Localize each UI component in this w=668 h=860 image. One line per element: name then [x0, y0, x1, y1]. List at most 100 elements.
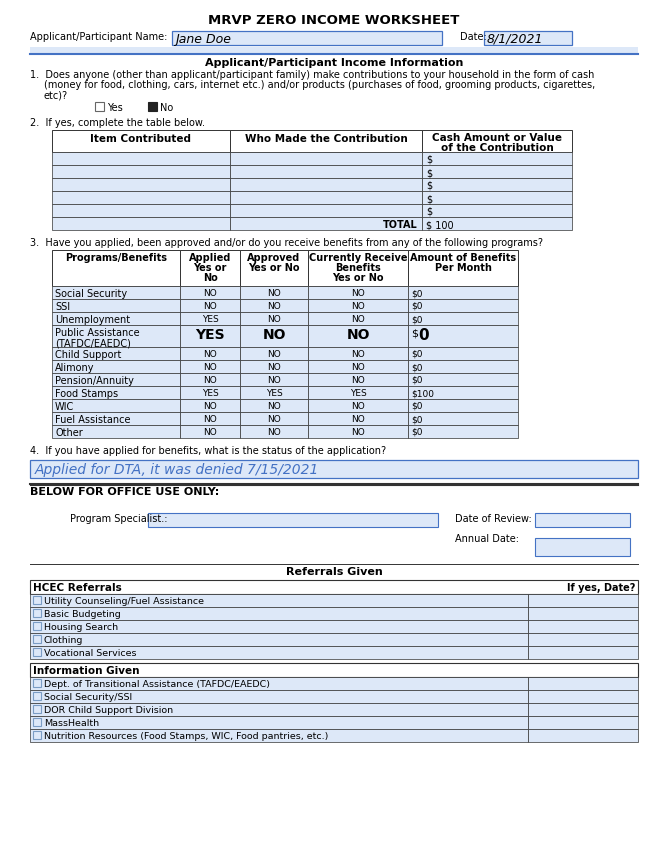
- Bar: [33, 648, 41, 656]
- Text: NO: NO: [203, 289, 217, 298]
- Bar: [535, 538, 630, 556]
- Text: Programs/Benefits: Programs/Benefits: [65, 253, 167, 263]
- Bar: [408, 250, 518, 286]
- Text: 3.  Have you applied, been approved and/or do you receive benefits from any of t: 3. Have you applied, been approved and/o…: [30, 238, 543, 248]
- Bar: [408, 399, 518, 412]
- Bar: [33, 609, 41, 617]
- Bar: [30, 690, 528, 703]
- Bar: [408, 325, 518, 347]
- Bar: [180, 299, 240, 312]
- Bar: [52, 360, 180, 373]
- Bar: [33, 731, 41, 739]
- Bar: [308, 360, 408, 373]
- Bar: [422, 204, 572, 217]
- Text: Vocational Services: Vocational Services: [44, 649, 136, 658]
- Text: NO: NO: [267, 402, 281, 411]
- Text: Date:: Date:: [460, 32, 487, 42]
- Text: Applicant/Participant Income Information: Applicant/Participant Income Information: [205, 58, 463, 68]
- Bar: [422, 191, 572, 204]
- Bar: [528, 620, 638, 633]
- Text: Who Made the Contribution: Who Made the Contribution: [244, 134, 407, 144]
- Text: $0: $0: [411, 363, 422, 372]
- Bar: [148, 513, 438, 527]
- Text: MRVP ZERO INCOME WORKSHEET: MRVP ZERO INCOME WORKSHEET: [208, 14, 460, 27]
- Text: Jane Doe: Jane Doe: [175, 33, 231, 46]
- Bar: [52, 373, 180, 386]
- Bar: [30, 620, 528, 633]
- Text: 4.  If you have applied for benefits, what is the status of the application?: 4. If you have applied for benefits, wha…: [30, 446, 386, 456]
- Bar: [180, 412, 240, 425]
- Bar: [408, 425, 518, 438]
- Text: NO: NO: [267, 428, 281, 437]
- Bar: [33, 596, 41, 604]
- Bar: [30, 729, 528, 742]
- Bar: [180, 399, 240, 412]
- Bar: [230, 204, 422, 217]
- Text: YES: YES: [195, 328, 225, 342]
- Text: Applied for DTA, it was denied 7/15/2021: Applied for DTA, it was denied 7/15/2021: [35, 463, 319, 477]
- Text: $100: $100: [411, 389, 434, 398]
- Text: etc)?: etc)?: [44, 90, 68, 100]
- Bar: [52, 425, 180, 438]
- Text: (money for food, clothing, cars, internet etc.) and/or products (purchases of fo: (money for food, clothing, cars, interne…: [44, 80, 595, 90]
- Bar: [30, 460, 638, 478]
- Bar: [528, 633, 638, 646]
- Text: YES: YES: [202, 315, 218, 324]
- Bar: [528, 703, 638, 716]
- Text: SSI: SSI: [55, 302, 70, 312]
- Text: WIC: WIC: [55, 402, 74, 412]
- Bar: [422, 178, 572, 191]
- Text: Utility Counseling/Fuel Assistance: Utility Counseling/Fuel Assistance: [44, 597, 204, 606]
- Text: NO: NO: [351, 289, 365, 298]
- Bar: [52, 165, 230, 178]
- Text: TOTAL: TOTAL: [383, 220, 418, 230]
- Text: If yes, Date?: If yes, Date?: [566, 583, 635, 593]
- Bar: [308, 347, 408, 360]
- Text: Cash Amount or Value: Cash Amount or Value: [432, 133, 562, 143]
- Bar: [408, 386, 518, 399]
- Text: NO: NO: [351, 350, 365, 359]
- Text: (TAFDC/EAEDC): (TAFDC/EAEDC): [55, 338, 131, 348]
- Bar: [180, 360, 240, 373]
- Text: DOR Child Support Division: DOR Child Support Division: [44, 706, 173, 715]
- Bar: [528, 729, 638, 742]
- Bar: [180, 347, 240, 360]
- Bar: [95, 102, 104, 111]
- Bar: [30, 633, 528, 646]
- Text: NO: NO: [267, 363, 281, 372]
- Bar: [240, 347, 308, 360]
- Bar: [308, 325, 408, 347]
- Text: Program Specialist.:: Program Specialist.:: [70, 514, 168, 524]
- Bar: [52, 299, 180, 312]
- Bar: [30, 580, 638, 594]
- Bar: [30, 677, 528, 690]
- Bar: [230, 130, 422, 152]
- Text: $: $: [426, 194, 432, 204]
- Bar: [30, 594, 528, 607]
- Text: Referrals Given: Referrals Given: [286, 567, 382, 577]
- Bar: [230, 191, 422, 204]
- Text: Other: Other: [55, 428, 83, 438]
- Text: 2.  If yes, complete the table below.: 2. If yes, complete the table below.: [30, 118, 205, 128]
- Text: Yes or No: Yes or No: [248, 263, 300, 273]
- Text: Clothing: Clothing: [44, 636, 84, 645]
- Text: YES: YES: [266, 389, 283, 398]
- Bar: [33, 635, 41, 643]
- Bar: [528, 690, 638, 703]
- Bar: [52, 347, 180, 360]
- Text: $0: $0: [411, 415, 422, 424]
- Text: MassHealth: MassHealth: [44, 719, 99, 728]
- Bar: [30, 663, 638, 677]
- Bar: [408, 299, 518, 312]
- Text: BELOW FOR OFFICE USE ONLY:: BELOW FOR OFFICE USE ONLY:: [30, 487, 219, 497]
- Bar: [30, 646, 528, 659]
- Text: Alimony: Alimony: [55, 363, 94, 373]
- Bar: [52, 325, 180, 347]
- Bar: [240, 250, 308, 286]
- Bar: [308, 412, 408, 425]
- Text: Housing Search: Housing Search: [44, 623, 118, 632]
- Text: $0: $0: [411, 289, 422, 298]
- Bar: [422, 217, 572, 230]
- Text: NO: NO: [351, 415, 365, 424]
- Bar: [308, 373, 408, 386]
